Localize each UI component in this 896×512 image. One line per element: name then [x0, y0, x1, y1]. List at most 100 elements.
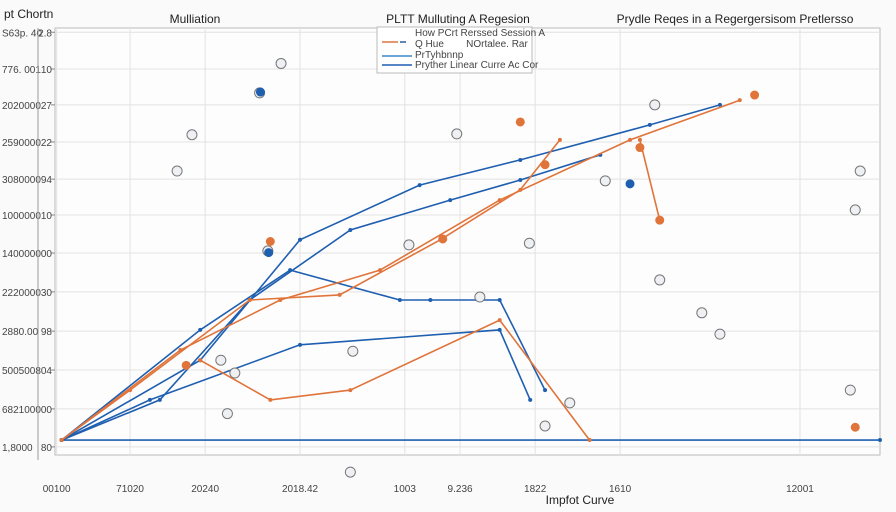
series-marker	[397, 297, 402, 302]
scatter-point	[181, 360, 191, 370]
series-marker	[497, 327, 502, 332]
scatter-point	[255, 87, 265, 97]
y-tick-label-outer: 1000000	[2, 211, 41, 222]
scatter-point	[474, 291, 486, 303]
scatter-point	[655, 215, 665, 225]
series-marker	[543, 388, 548, 393]
x-tick-label: 1822	[524, 484, 547, 495]
series-marker	[298, 237, 303, 242]
scatter-point	[264, 248, 274, 258]
legend-label-1: Q Hue NOrtalee. Rar	[415, 39, 528, 50]
y-tick-label-outer: 1,8000	[2, 443, 33, 454]
series-marker	[348, 388, 353, 393]
series-group	[59, 98, 882, 443]
series-line-8	[639, 139, 661, 221]
scatter-point	[850, 422, 860, 432]
scatter-point	[438, 234, 448, 244]
y-tick-label-outer: 2020000	[2, 101, 41, 112]
scatter-point	[714, 328, 726, 340]
scatter-point	[229, 367, 241, 379]
series-marker	[348, 227, 353, 232]
series-marker	[737, 98, 742, 103]
y-tick-label-inner: 04	[41, 366, 53, 377]
series-marker	[198, 358, 203, 363]
scatter-point	[635, 143, 645, 153]
scatter-point	[654, 274, 666, 286]
series-marker	[288, 268, 293, 273]
scatter-point	[540, 160, 550, 170]
series-marker	[337, 292, 342, 297]
series-marker	[147, 397, 152, 402]
x-tick-label: 2018.42	[282, 484, 319, 495]
chart-title-3: Prydle Reqes in a Regergersisom Pretlers…	[617, 12, 854, 26]
series-marker	[298, 342, 303, 347]
scatter-point	[750, 90, 760, 100]
y-tick-label-outer: 2880.00	[2, 327, 39, 338]
scatter-point	[515, 117, 525, 127]
scatter-point	[451, 128, 463, 140]
series-marker	[557, 137, 562, 142]
y-tick-label-inner: 10	[41, 211, 53, 222]
x-tick-label: 20240	[191, 484, 219, 495]
scatter-point	[215, 354, 227, 366]
series-marker	[518, 178, 523, 183]
y-tick-label-outer: S63p. 40	[2, 28, 42, 39]
y-tick-label-outer: 2590000	[2, 138, 41, 149]
series-marker	[378, 268, 383, 273]
y-tick-label-inner: 30	[41, 288, 53, 299]
legend: How PCrt Rerssed Session A Q Hue NOrtale…	[376, 26, 545, 74]
legend-label-2: PrTyhbnnp	[415, 50, 464, 61]
y-tick-label-outer: 6821000	[2, 405, 41, 416]
y-tick-label-outer: 2220000	[2, 288, 41, 299]
series-marker	[497, 198, 502, 203]
scatter-point	[844, 384, 856, 396]
series-marker	[247, 297, 252, 302]
series-marker	[198, 327, 203, 332]
points-group	[171, 57, 866, 478]
series-marker	[518, 157, 523, 162]
series-marker	[878, 438, 882, 443]
scatter-point	[347, 345, 359, 357]
series-marker	[157, 397, 162, 402]
scatter-point	[344, 466, 356, 478]
x-tick-label: 1003	[394, 484, 417, 495]
scatter-point	[696, 307, 708, 319]
scatter-point	[186, 129, 198, 141]
series-marker	[497, 318, 502, 323]
y-tick-label-outer: 1400000	[2, 249, 41, 260]
y-tick-label-outer: 3080000	[2, 175, 41, 186]
legend-label-0: How PCrt Rerssed Session A	[415, 28, 545, 39]
x-tick-label: 12001	[786, 484, 814, 495]
series-marker	[448, 198, 453, 203]
scatter-point	[849, 204, 861, 216]
y-tick-label-inner: 2.8	[38, 28, 52, 39]
series-marker	[518, 187, 523, 192]
chart-title-1: Mulliation	[170, 12, 221, 26]
series-marker	[587, 438, 592, 443]
scatter-point	[564, 397, 576, 409]
scatter-point	[523, 237, 535, 249]
legend-label-3: Pryther Linear Curre Ac Cor	[415, 60, 539, 71]
scatter-point	[221, 408, 233, 420]
series-marker	[647, 122, 652, 127]
series-marker	[268, 397, 273, 402]
scatter-point	[275, 57, 287, 69]
scatter-point	[539, 420, 551, 432]
y-tick-label-inner: 00	[41, 405, 53, 416]
y-tick-label-inner: 27	[41, 101, 53, 112]
series-marker	[428, 297, 433, 302]
scatter-point	[599, 175, 611, 187]
y-tick-label-inner: 98	[41, 327, 53, 338]
series-marker	[417, 183, 422, 188]
series-marker	[628, 137, 633, 142]
scatter-point	[649, 99, 661, 111]
series-marker	[528, 397, 533, 402]
scatter-point	[171, 165, 183, 177]
series-marker	[717, 102, 722, 107]
series-marker	[637, 137, 642, 142]
x-axis-label: Impfot Curve	[546, 493, 615, 507]
y-tick-label-inner: 00	[41, 249, 53, 260]
